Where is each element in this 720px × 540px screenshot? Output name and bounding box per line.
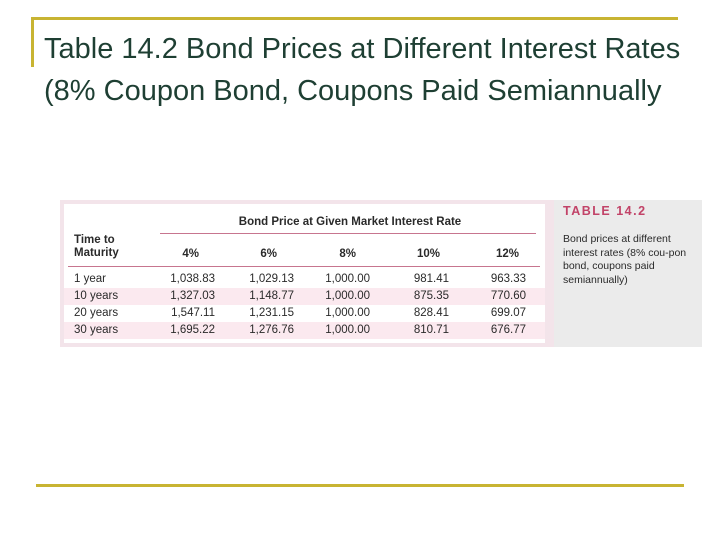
cell: 676.77 <box>490 324 526 336</box>
table-row: 10 years 1,327.03 1,148.77 1,000.00 875.… <box>64 288 545 305</box>
table-spanner-header: Bond Price at Given Market Interest Rate <box>238 216 462 228</box>
cell: 828.41 <box>413 307 449 319</box>
table-row: 1 year 1,038.83 1,029.13 1,000.00 981.41… <box>64 271 545 288</box>
table-row: 30 years 1,695.22 1,276.76 1,000.00 810.… <box>64 322 545 339</box>
cell: 1,000.00 <box>325 273 370 285</box>
cell: 1,029.13 <box>249 273 294 285</box>
stub-header-line1: Time to <box>74 234 115 246</box>
table-row: 20 years 1,547.11 1,231.15 1,000.00 828.… <box>64 305 545 322</box>
row-label: 1 year <box>74 273 106 285</box>
left-rule <box>31 17 34 67</box>
cell: 699.07 <box>490 307 526 319</box>
cell: 810.71 <box>413 324 449 336</box>
bond-price-table: Bond Price at Given Market Interest Rate… <box>64 204 545 343</box>
table-label: TABLE 14.2 <box>563 204 647 218</box>
caption-panel: TABLE 14.2 Bond prices at different inte… <box>554 200 702 347</box>
stub-header-line2: Maturity <box>74 247 119 259</box>
cell: 963.33 <box>490 273 526 285</box>
row-label: 20 years <box>74 307 119 319</box>
slide-title: Table 14.2 Bond Prices at Different Inte… <box>44 33 681 107</box>
cell: 770.60 <box>490 290 526 302</box>
cell: 1,000.00 <box>325 324 370 336</box>
cell: 1,327.03 <box>170 290 215 302</box>
col-header-12: 12% <box>495 248 519 260</box>
table-caption: Bond prices at different interest rates … <box>563 233 687 286</box>
top-rule <box>32 17 678 20</box>
cell: 1,148.77 <box>249 290 294 302</box>
cell: 1,276.76 <box>249 324 294 336</box>
cell: 981.41 <box>413 273 449 285</box>
cell: 1,038.83 <box>170 273 215 285</box>
bottom-rule <box>36 484 684 487</box>
col-header-4: 4% <box>182 248 199 260</box>
table-figure: Bond Price at Given Market Interest Rate… <box>60 200 702 347</box>
spanner-rule <box>160 233 536 234</box>
row-label: 30 years <box>74 324 119 336</box>
col-header-10: 10% <box>416 248 440 260</box>
header-rule <box>68 266 540 267</box>
row-label: 10 years <box>74 290 119 302</box>
cell: 875.35 <box>413 290 449 302</box>
cell: 1,000.00 <box>325 290 370 302</box>
cell: 1,547.11 <box>171 307 215 319</box>
cell: 1,231.15 <box>249 307 294 319</box>
cell: 1,695.22 <box>170 324 215 336</box>
cell: 1,000.00 <box>325 307 370 319</box>
col-header-6: 6% <box>260 248 277 260</box>
stub-header: Time to Maturity <box>74 234 119 260</box>
col-header-8: 8% <box>339 248 356 260</box>
